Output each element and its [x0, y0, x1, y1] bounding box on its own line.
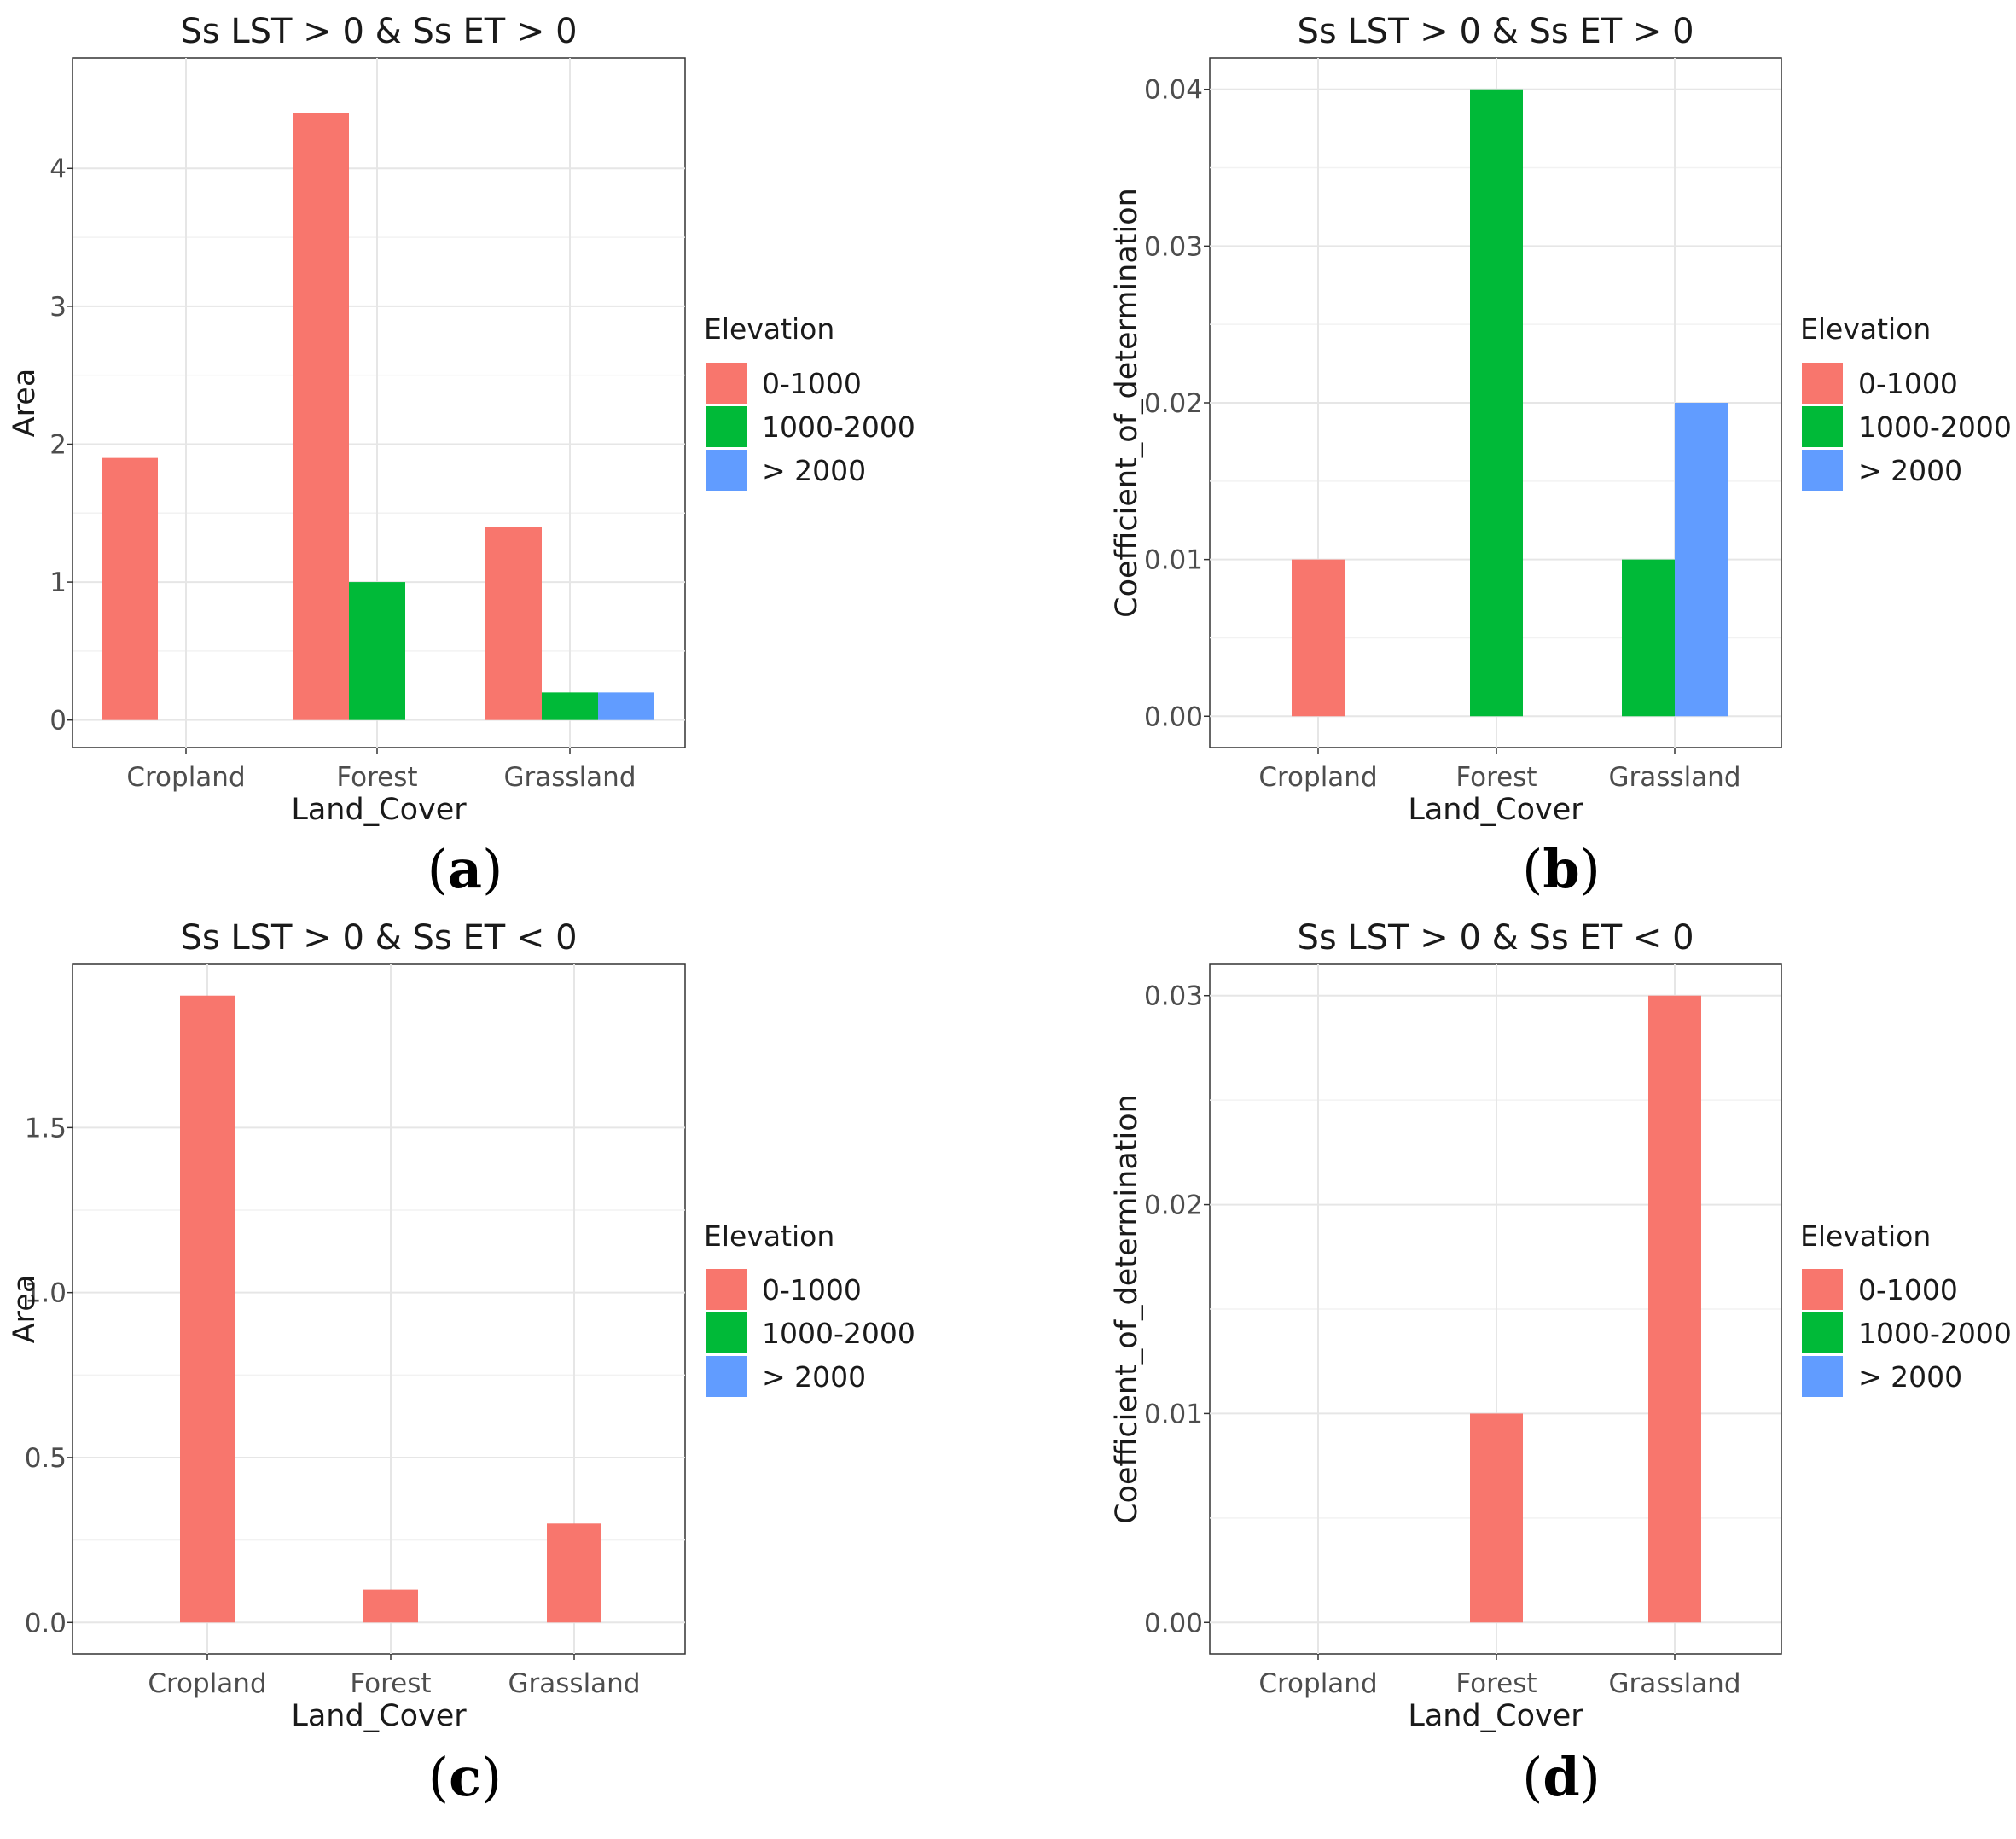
- y-tick-label: 2: [49, 429, 67, 460]
- bar-forest-01000: [1470, 1413, 1523, 1623]
- legend-swatch: [1802, 1356, 1843, 1397]
- legend: Elevation 0-1000 1000-2000 > 2000: [1800, 1219, 2012, 1397]
- legend-swatch: [1802, 363, 1843, 404]
- legend: Elevation 0-1000 1000-2000 > 2000: [704, 1219, 915, 1397]
- bar-forest-01000: [363, 1589, 418, 1623]
- x-tick-label: Grassland: [504, 762, 636, 793]
- bar-grassland-2000: [1675, 403, 1728, 717]
- legend-swatch: [706, 1312, 747, 1353]
- y-axis-label: Area: [8, 1275, 42, 1344]
- legend-label: 0-1000: [1858, 367, 1958, 400]
- y-tick-label: 3: [49, 292, 67, 323]
- y-tick-label: 1.0: [25, 1278, 67, 1309]
- legend-swatch: [1802, 1269, 1843, 1310]
- legend-label: 1000-2000: [1858, 1317, 2012, 1350]
- legend-label: > 2000: [762, 1360, 866, 1394]
- legend-title: Elevation: [704, 312, 834, 346]
- bar-grassland-10002000: [1622, 559, 1675, 717]
- y-axis-label: Coefficient_of_determination: [1110, 188, 1144, 618]
- legend-label: 1000-2000: [762, 1317, 915, 1350]
- x-tick-label: Grassland: [1609, 1668, 1741, 1699]
- y-tick-label: 0.01: [1144, 1399, 1203, 1429]
- x-axis-label: Land_Cover: [291, 1699, 467, 1733]
- y-tick-label: 0.02: [1144, 1190, 1203, 1221]
- legend-label: > 2000: [1858, 1360, 1962, 1394]
- bar-cropland-01000: [102, 457, 158, 720]
- panel-a: 0 1 2 3 4 Cropland Forest Grassland Ss LST > 0 &…: [8, 12, 915, 900]
- x-tick-label: Forest: [1455, 1668, 1537, 1699]
- legend-title: Elevation: [1800, 312, 1931, 346]
- legend-label: 1000-2000: [1858, 410, 2012, 444]
- legend-title: Elevation: [704, 1219, 834, 1253]
- panel-c: 0.0 0.5 1.0 1.5 Cropland Forest Grassland Ss LS…: [8, 918, 915, 1808]
- bar-grassland-01000: [485, 527, 542, 720]
- legend-label: 0-1000: [1858, 1273, 1958, 1307]
- legend-title: Elevation: [1800, 1219, 1931, 1253]
- bar-grassland-2000: [598, 692, 654, 720]
- chart-title: Ss LST > 0 & Ss ET < 0: [1297, 918, 1694, 957]
- y-tick-label: 0.5: [25, 1443, 67, 1474]
- x-tick-label: Cropland: [126, 762, 245, 793]
- legend-label: 0-1000: [762, 367, 862, 400]
- legend-swatch: [706, 363, 747, 404]
- bar-cropland-01000: [1292, 559, 1345, 717]
- legend: Elevation 0-1000 1000-2000 > 2000: [1800, 312, 2012, 491]
- legend-swatch: [706, 406, 747, 447]
- y-tick-label: 0.03: [1144, 231, 1203, 262]
- y-tick-label: 0.0: [25, 1608, 67, 1638]
- y-axis-label: Coefficient_of_determination: [1110, 1094, 1144, 1524]
- panel-caption: (c): [428, 1746, 502, 1808]
- y-tick-label: 4: [49, 154, 67, 184]
- bar-grassland-10002000: [542, 692, 598, 720]
- y-tick-label: 1: [49, 567, 67, 598]
- legend-label: > 2000: [762, 454, 866, 487]
- y-tick-label: 0.01: [1144, 545, 1203, 576]
- bar-forest-10002000: [349, 582, 405, 720]
- x-tick-label: Grassland: [508, 1668, 641, 1699]
- legend-label: 1000-2000: [762, 410, 915, 444]
- legend-swatch: [1802, 1312, 1843, 1353]
- legend-label: > 2000: [1858, 454, 1962, 487]
- x-tick-label: Cropland: [1258, 762, 1377, 793]
- y-tick-label: 0.02: [1144, 388, 1203, 419]
- x-tick-label: Grassland: [1609, 762, 1741, 793]
- legend-swatch: [706, 1356, 747, 1397]
- x-axis-label: Land_Cover: [1408, 1699, 1583, 1733]
- y-tick-label: 0.00: [1144, 701, 1203, 732]
- bar-forest-10002000: [1470, 89, 1523, 717]
- y-tick-label: 0.03: [1144, 981, 1203, 1012]
- bar-cropland-01000: [180, 995, 235, 1623]
- legend-label: 0-1000: [762, 1273, 862, 1307]
- chart-title: Ss LST > 0 & Ss ET > 0: [180, 12, 577, 51]
- x-tick-label: Forest: [1455, 762, 1537, 793]
- chart-title: Ss LST > 0 & Ss ET > 0: [1297, 12, 1694, 51]
- bar-grassland-01000: [1648, 995, 1701, 1623]
- panel-caption: (a): [427, 838, 503, 900]
- panel-d: 0.00 0.01 0.02 0.03 Cropland Forest Grassland S…: [1110, 918, 2012, 1808]
- panel-caption: (b): [1522, 838, 1601, 900]
- legend-swatch: [1802, 406, 1843, 447]
- x-tick-label: Forest: [350, 1668, 431, 1699]
- y-tick-label: 0.04: [1144, 75, 1203, 106]
- x-tick-label: Cropland: [1258, 1668, 1377, 1699]
- legend-swatch: [1802, 450, 1843, 491]
- legend: Elevation 0-1000 1000-2000 > 2000: [704, 312, 915, 491]
- x-tick-label: Cropland: [148, 1668, 266, 1699]
- x-tick-label: Forest: [336, 762, 417, 793]
- legend-swatch: [706, 450, 747, 491]
- x-axis-label: Land_Cover: [291, 793, 467, 827]
- y-axis-label: Area: [8, 369, 42, 438]
- x-axis-label: Land_Cover: [1408, 793, 1583, 827]
- panel-caption: (d): [1522, 1746, 1601, 1808]
- panel-b: 0.00 0.01 0.02 0.03 0.04 Cropland Forest Grassl…: [1110, 12, 2012, 900]
- bar-forest-01000: [293, 113, 349, 720]
- y-tick-label: 1.5: [25, 1113, 67, 1144]
- bar-grassland-01000: [547, 1523, 601, 1623]
- chart-title: Ss LST > 0 & Ss ET < 0: [180, 918, 577, 957]
- y-tick-label: 0.00: [1144, 1608, 1203, 1638]
- legend-swatch: [706, 1269, 747, 1310]
- y-tick-label: 0: [49, 706, 67, 736]
